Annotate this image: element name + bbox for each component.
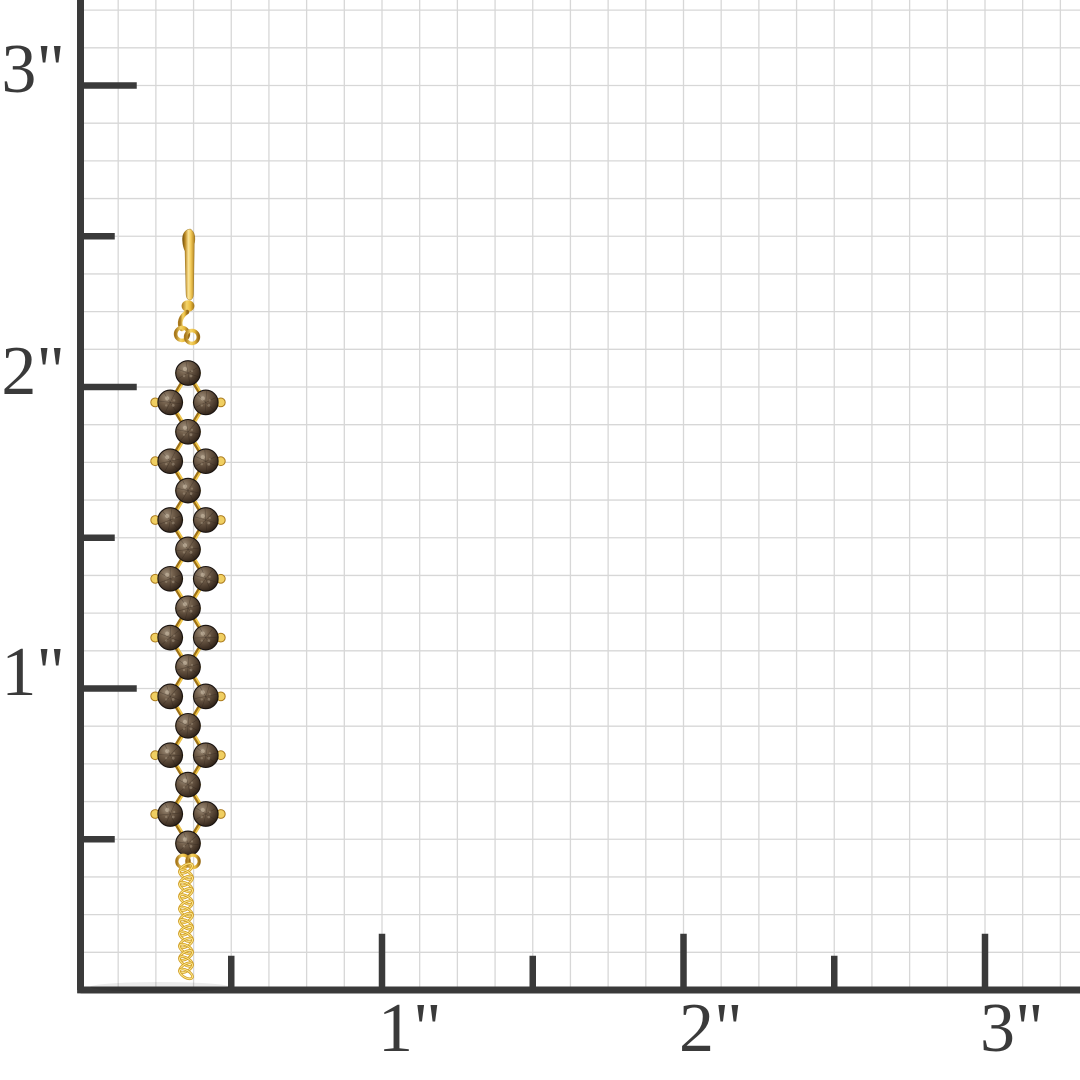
svg-text:1": 1" (378, 990, 442, 1067)
svg-text:3": 3" (1, 31, 65, 108)
svg-text:3": 3" (980, 990, 1044, 1067)
svg-text:2": 2" (1, 333, 65, 410)
svg-text:2": 2" (679, 990, 743, 1067)
svg-text:1": 1" (1, 634, 65, 711)
